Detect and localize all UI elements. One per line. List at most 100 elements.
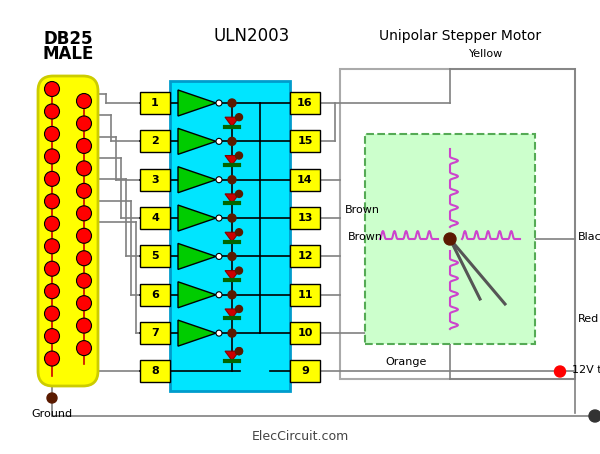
Text: ULN2003: ULN2003 xyxy=(214,27,290,45)
Polygon shape xyxy=(178,128,216,154)
Text: ElecCircuit.com: ElecCircuit.com xyxy=(251,429,349,443)
Polygon shape xyxy=(225,351,239,360)
Polygon shape xyxy=(225,309,239,318)
Text: 5: 5 xyxy=(151,252,159,262)
Text: 15: 15 xyxy=(298,136,313,146)
Bar xyxy=(140,360,170,382)
Polygon shape xyxy=(225,271,239,280)
Polygon shape xyxy=(225,156,239,165)
Circle shape xyxy=(44,306,59,321)
Text: Black: Black xyxy=(578,232,600,242)
Text: 2: 2 xyxy=(151,136,159,146)
Circle shape xyxy=(216,292,222,298)
Bar xyxy=(290,92,320,114)
Circle shape xyxy=(554,366,566,377)
Polygon shape xyxy=(178,90,216,116)
Circle shape xyxy=(77,116,91,131)
Bar xyxy=(140,284,170,306)
Text: 6: 6 xyxy=(151,290,159,300)
Circle shape xyxy=(44,126,59,142)
Text: 11: 11 xyxy=(297,290,313,300)
Text: Yellow: Yellow xyxy=(469,49,503,59)
Text: +: + xyxy=(557,367,563,376)
Circle shape xyxy=(235,306,242,312)
Bar xyxy=(290,169,320,191)
Text: 12V to 24V: 12V to 24V xyxy=(572,365,600,375)
Text: Unipolar Stepper Motor: Unipolar Stepper Motor xyxy=(379,29,541,43)
Text: 4: 4 xyxy=(151,213,159,223)
Circle shape xyxy=(235,267,242,274)
Circle shape xyxy=(44,239,59,254)
Polygon shape xyxy=(225,232,239,242)
Circle shape xyxy=(216,215,222,221)
Bar xyxy=(290,360,320,382)
Circle shape xyxy=(228,99,236,107)
Circle shape xyxy=(216,177,222,183)
Circle shape xyxy=(235,114,242,121)
Circle shape xyxy=(44,104,59,119)
Circle shape xyxy=(228,291,236,299)
Circle shape xyxy=(77,228,91,243)
FancyBboxPatch shape xyxy=(38,76,98,386)
Polygon shape xyxy=(225,117,239,127)
Circle shape xyxy=(44,284,59,299)
Circle shape xyxy=(216,138,222,144)
Text: Brown: Brown xyxy=(348,232,383,242)
Bar xyxy=(140,207,170,229)
Circle shape xyxy=(44,216,59,231)
Bar xyxy=(140,169,170,191)
Circle shape xyxy=(228,138,236,145)
Circle shape xyxy=(77,318,91,333)
Circle shape xyxy=(228,214,236,222)
Text: Ground: Ground xyxy=(31,409,73,419)
Circle shape xyxy=(44,194,59,209)
Text: 13: 13 xyxy=(298,213,313,223)
Text: 3: 3 xyxy=(151,175,159,185)
Bar xyxy=(290,130,320,153)
Text: 9: 9 xyxy=(301,366,309,376)
Text: 10: 10 xyxy=(298,328,313,338)
Circle shape xyxy=(44,351,59,366)
Circle shape xyxy=(77,206,91,221)
Bar xyxy=(170,81,290,391)
Circle shape xyxy=(77,94,91,109)
Text: 8: 8 xyxy=(151,366,159,376)
Circle shape xyxy=(44,149,59,164)
Circle shape xyxy=(77,273,91,288)
Circle shape xyxy=(77,296,91,311)
Circle shape xyxy=(44,82,59,97)
Circle shape xyxy=(216,330,222,336)
Bar xyxy=(290,246,320,267)
Circle shape xyxy=(77,340,91,355)
Circle shape xyxy=(77,183,91,198)
Bar xyxy=(140,246,170,267)
Bar xyxy=(140,92,170,114)
Circle shape xyxy=(44,329,59,344)
Circle shape xyxy=(589,410,600,422)
Text: DB25: DB25 xyxy=(43,30,93,48)
Text: 14: 14 xyxy=(297,175,313,185)
Circle shape xyxy=(235,152,242,159)
Circle shape xyxy=(444,233,456,245)
Circle shape xyxy=(44,171,59,186)
Polygon shape xyxy=(225,194,239,203)
Circle shape xyxy=(77,251,91,266)
Text: Orange: Orange xyxy=(385,357,427,367)
Circle shape xyxy=(235,348,242,355)
Circle shape xyxy=(235,229,242,236)
Bar xyxy=(290,322,320,344)
Polygon shape xyxy=(178,282,216,308)
Bar xyxy=(140,322,170,344)
Circle shape xyxy=(235,190,242,197)
Bar xyxy=(340,69,575,379)
Circle shape xyxy=(77,161,91,176)
Bar xyxy=(290,284,320,306)
Bar xyxy=(290,207,320,229)
Circle shape xyxy=(235,348,242,355)
Circle shape xyxy=(216,253,222,259)
Circle shape xyxy=(228,176,236,184)
Circle shape xyxy=(44,261,59,276)
Circle shape xyxy=(47,393,57,403)
Bar xyxy=(140,130,170,153)
Text: Brown: Brown xyxy=(345,205,380,215)
